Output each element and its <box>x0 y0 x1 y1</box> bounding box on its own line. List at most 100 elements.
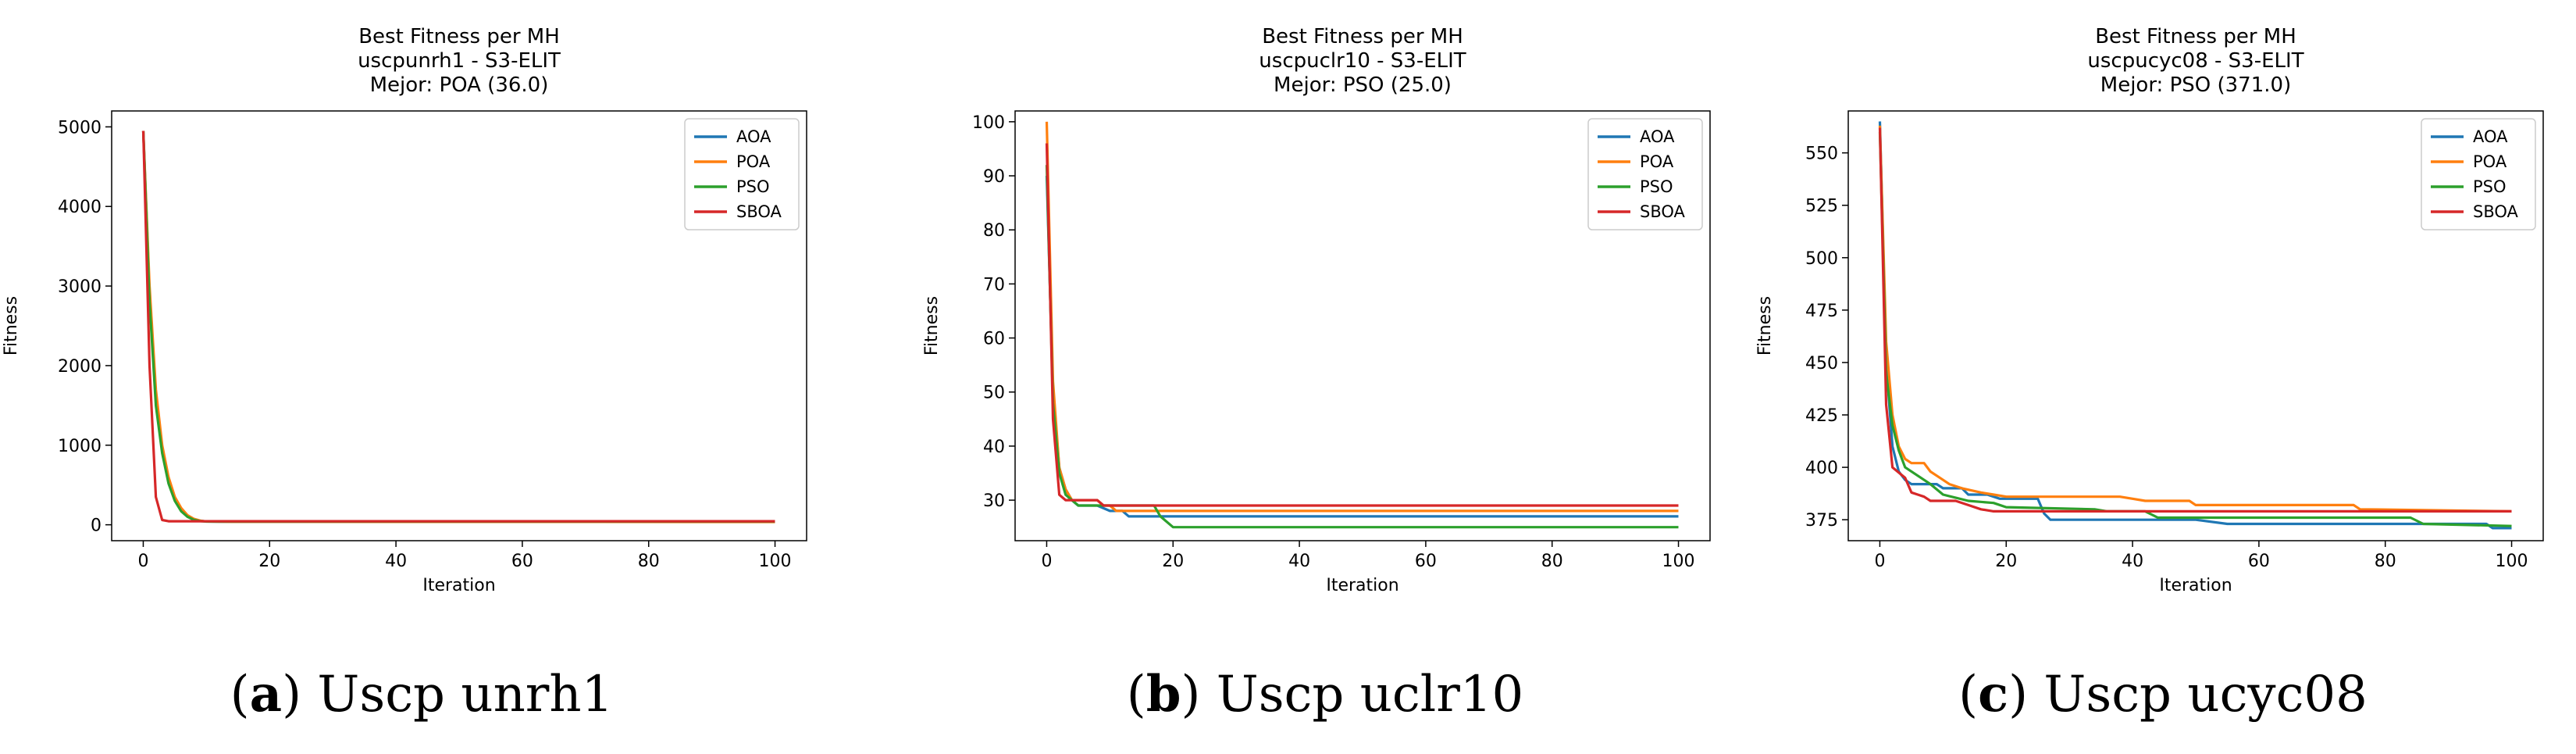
y-axis-label: Fitness <box>1755 296 1775 356</box>
x-tick-label: 80 <box>2375 552 2396 571</box>
legend-label: POA <box>736 152 771 171</box>
y-axis-label: Fitness <box>2 296 21 356</box>
y-tick-label: 400 <box>1805 459 1838 478</box>
caption-close: ) <box>2008 666 2028 724</box>
subfigure-caption: (a) Uscp unrh1 <box>230 665 614 724</box>
legend-box <box>2421 118 2536 230</box>
caption-open: ( <box>1958 666 1978 724</box>
axes-frame <box>1014 110 1711 541</box>
x-tick-label: 20 <box>1995 552 2017 571</box>
y-tick-label: 0 <box>91 516 102 536</box>
subfigure-caption: (b) Uscp uclr10 <box>1127 665 1524 724</box>
legend-label: AOA <box>2473 127 2508 146</box>
legend-label: PSO <box>1640 177 1673 196</box>
x-tick-label: 100 <box>2496 552 2528 571</box>
x-tick-label: 60 <box>2248 552 2270 571</box>
x-tick-label: 0 <box>1874 552 1885 571</box>
y-tick-label: 60 <box>983 330 1005 349</box>
axes-frame <box>111 110 807 541</box>
x-tick-label: 60 <box>511 552 533 571</box>
chart-title-line: Best Fitness per MH <box>2095 25 2296 48</box>
y-tick-label: 500 <box>1805 249 1838 269</box>
caption-open: ( <box>1127 666 1146 724</box>
chart-title-line: Best Fitness per MH <box>358 25 560 48</box>
y-tick-label: 450 <box>1805 354 1838 373</box>
legend-label: SBOA <box>736 202 782 221</box>
y-tick-label: 80 <box>983 221 1005 241</box>
x-tick-label: 40 <box>385 552 407 571</box>
x-tick-label: 40 <box>2122 552 2143 571</box>
y-tick-label: 3000 <box>58 277 102 297</box>
caption-close: ) <box>1181 666 1200 724</box>
x-tick-label: 80 <box>638 552 660 571</box>
x-tick-label: 100 <box>1662 552 1695 571</box>
chart-title-line: Best Fitness per MH <box>1262 25 1463 48</box>
y-tick-label: 90 <box>983 167 1005 187</box>
caption-open: ( <box>230 666 250 724</box>
legend-label: SBOA <box>2473 202 2519 221</box>
legend-label: POA <box>1640 152 1674 171</box>
chart-title-line: uscpucyc08 - S3-ELIT <box>2087 49 2303 73</box>
series-line-sboa <box>1878 127 2512 513</box>
y-tick-label: 70 <box>983 275 1005 295</box>
legend-label: POA <box>2473 152 2507 171</box>
caption-text: Uscp ucyc08 <box>2028 666 2368 724</box>
caption-text: Uscp unrh1 <box>301 666 613 724</box>
y-tick-label: 100 <box>972 113 1005 133</box>
y-tick-label: 375 <box>1805 511 1838 531</box>
y-tick-label: 550 <box>1805 145 1838 164</box>
series-line-pso <box>1878 131 2512 527</box>
y-tick-label: 1000 <box>58 437 102 456</box>
legend-label: AOA <box>736 127 771 146</box>
y-tick-label: 475 <box>1805 302 1838 321</box>
legend-label: PSO <box>736 177 770 196</box>
axes-frame <box>1847 110 2544 541</box>
series-line-aoa <box>1045 175 1679 518</box>
x-tick-label: 40 <box>1288 552 1310 571</box>
x-tick-label: 20 <box>258 552 280 571</box>
y-tick-label: 425 <box>1805 406 1838 426</box>
series-line-sboa <box>1045 143 1679 507</box>
caption-text: Uscp uclr10 <box>1200 666 1523 724</box>
caption-letter: a <box>250 665 282 724</box>
legend-label: PSO <box>2473 177 2507 196</box>
x-tick-label: 0 <box>137 552 148 571</box>
y-tick-label: 2000 <box>58 357 102 377</box>
x-tick-label: 0 <box>1041 552 1052 571</box>
x-axis-label: Iteration <box>1326 576 1398 595</box>
chart-title-line: Mejor: PSO (371.0) <box>2100 73 2291 97</box>
chart-title-line: uscpunrh1 - S3-ELIT <box>358 49 561 73</box>
x-axis-label: Iteration <box>422 576 495 595</box>
series-line-aoa <box>1878 121 2512 530</box>
y-tick-label: 40 <box>983 438 1005 457</box>
legend: AOA POA PSO SBOA <box>1587 118 1703 230</box>
y-tick-label: 4000 <box>58 198 102 217</box>
x-tick-label: 80 <box>1541 552 1563 571</box>
legend-label: SBOA <box>1640 202 1686 221</box>
x-axis-label: Iteration <box>2159 576 2232 595</box>
y-axis-label: Fitness <box>922 296 942 356</box>
subfigure-caption: (c) Uscp ucyc08 <box>1958 665 2368 724</box>
caption-letter: c <box>1978 665 2008 724</box>
y-tick-label: 50 <box>983 384 1005 403</box>
series-line-poa <box>1045 121 1679 513</box>
series-line-pso <box>141 130 775 524</box>
chart-title-line: uscpuclr10 - S3-ELIT <box>1259 49 1466 73</box>
legend-box <box>684 118 800 230</box>
caption-close: ) <box>282 666 301 724</box>
series-line-pso <box>1045 165 1679 529</box>
x-tick-label: 20 <box>1162 552 1184 571</box>
legend-label: AOA <box>1640 127 1675 146</box>
y-tick-label: 525 <box>1805 197 1838 216</box>
legend: AOA POA PSO SBOA <box>684 118 800 230</box>
y-tick-label: 30 <box>983 491 1005 511</box>
chart-title-line: Mejor: POA (36.0) <box>370 73 549 97</box>
caption-letter: b <box>1146 665 1181 724</box>
chart-title-line: Mejor: PSO (25.0) <box>1274 73 1452 97</box>
series-line-poa <box>1878 125 2512 513</box>
x-tick-label: 60 <box>1415 552 1437 571</box>
